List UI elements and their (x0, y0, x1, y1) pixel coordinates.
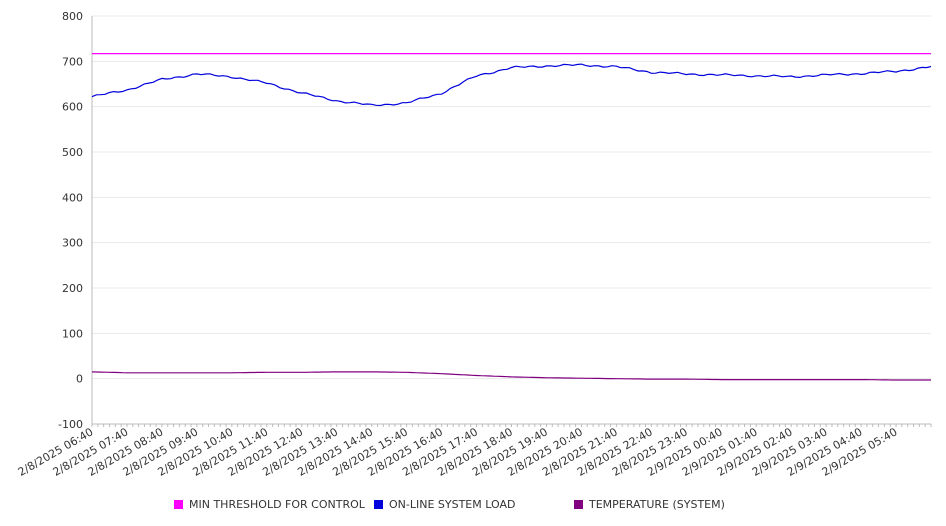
grid-lines (92, 15, 931, 425)
y-tick-label: 500 (62, 146, 83, 159)
legend-item-system-load[interactable]: ON-LINE SYSTEM LOAD (374, 498, 515, 511)
y-tick-label: 0 (76, 373, 83, 386)
y-tick-label: 200 (62, 282, 83, 295)
legend: MIN THRESHOLD FOR CONTROL ON-LINE SYSTEM… (174, 498, 934, 512)
series-line (91, 371, 931, 381)
legend-item-temperature[interactable]: TEMPERATURE (SYSTEM) (574, 498, 725, 511)
legend-swatch-blue (374, 500, 383, 509)
y-axis-tick-labels: 800 700 600 500 400 300 200 100 0 -100 (58, 10, 83, 431)
y-tick-label: 600 (62, 101, 83, 114)
legend-item-min-threshold[interactable]: MIN THRESHOLD FOR CONTROL (174, 498, 365, 511)
series-line (91, 63, 932, 107)
legend-label: ON-LINE SYSTEM LOAD (389, 498, 516, 511)
y-tick-label: 400 (62, 191, 83, 204)
y-tick-label: 800 (62, 10, 83, 23)
legend-swatch-purple (574, 500, 583, 509)
axes (91, 16, 932, 427)
y-tick-label: -100 (58, 418, 83, 431)
legend-label: MIN THRESHOLD FOR CONTROL (189, 498, 365, 511)
y-tick-label: 100 (62, 327, 83, 340)
y-tick-label: 700 (62, 55, 83, 68)
x-axis-tick-labels: 2/8/2025 06:402/8/2025 07:402/8/2025 08:… (16, 425, 900, 479)
y-tick-label: 300 (62, 237, 83, 250)
legend-swatch-magenta (174, 500, 183, 509)
legend-label: TEMPERATURE (SYSTEM) (589, 498, 725, 511)
series-lines (91, 52, 932, 381)
